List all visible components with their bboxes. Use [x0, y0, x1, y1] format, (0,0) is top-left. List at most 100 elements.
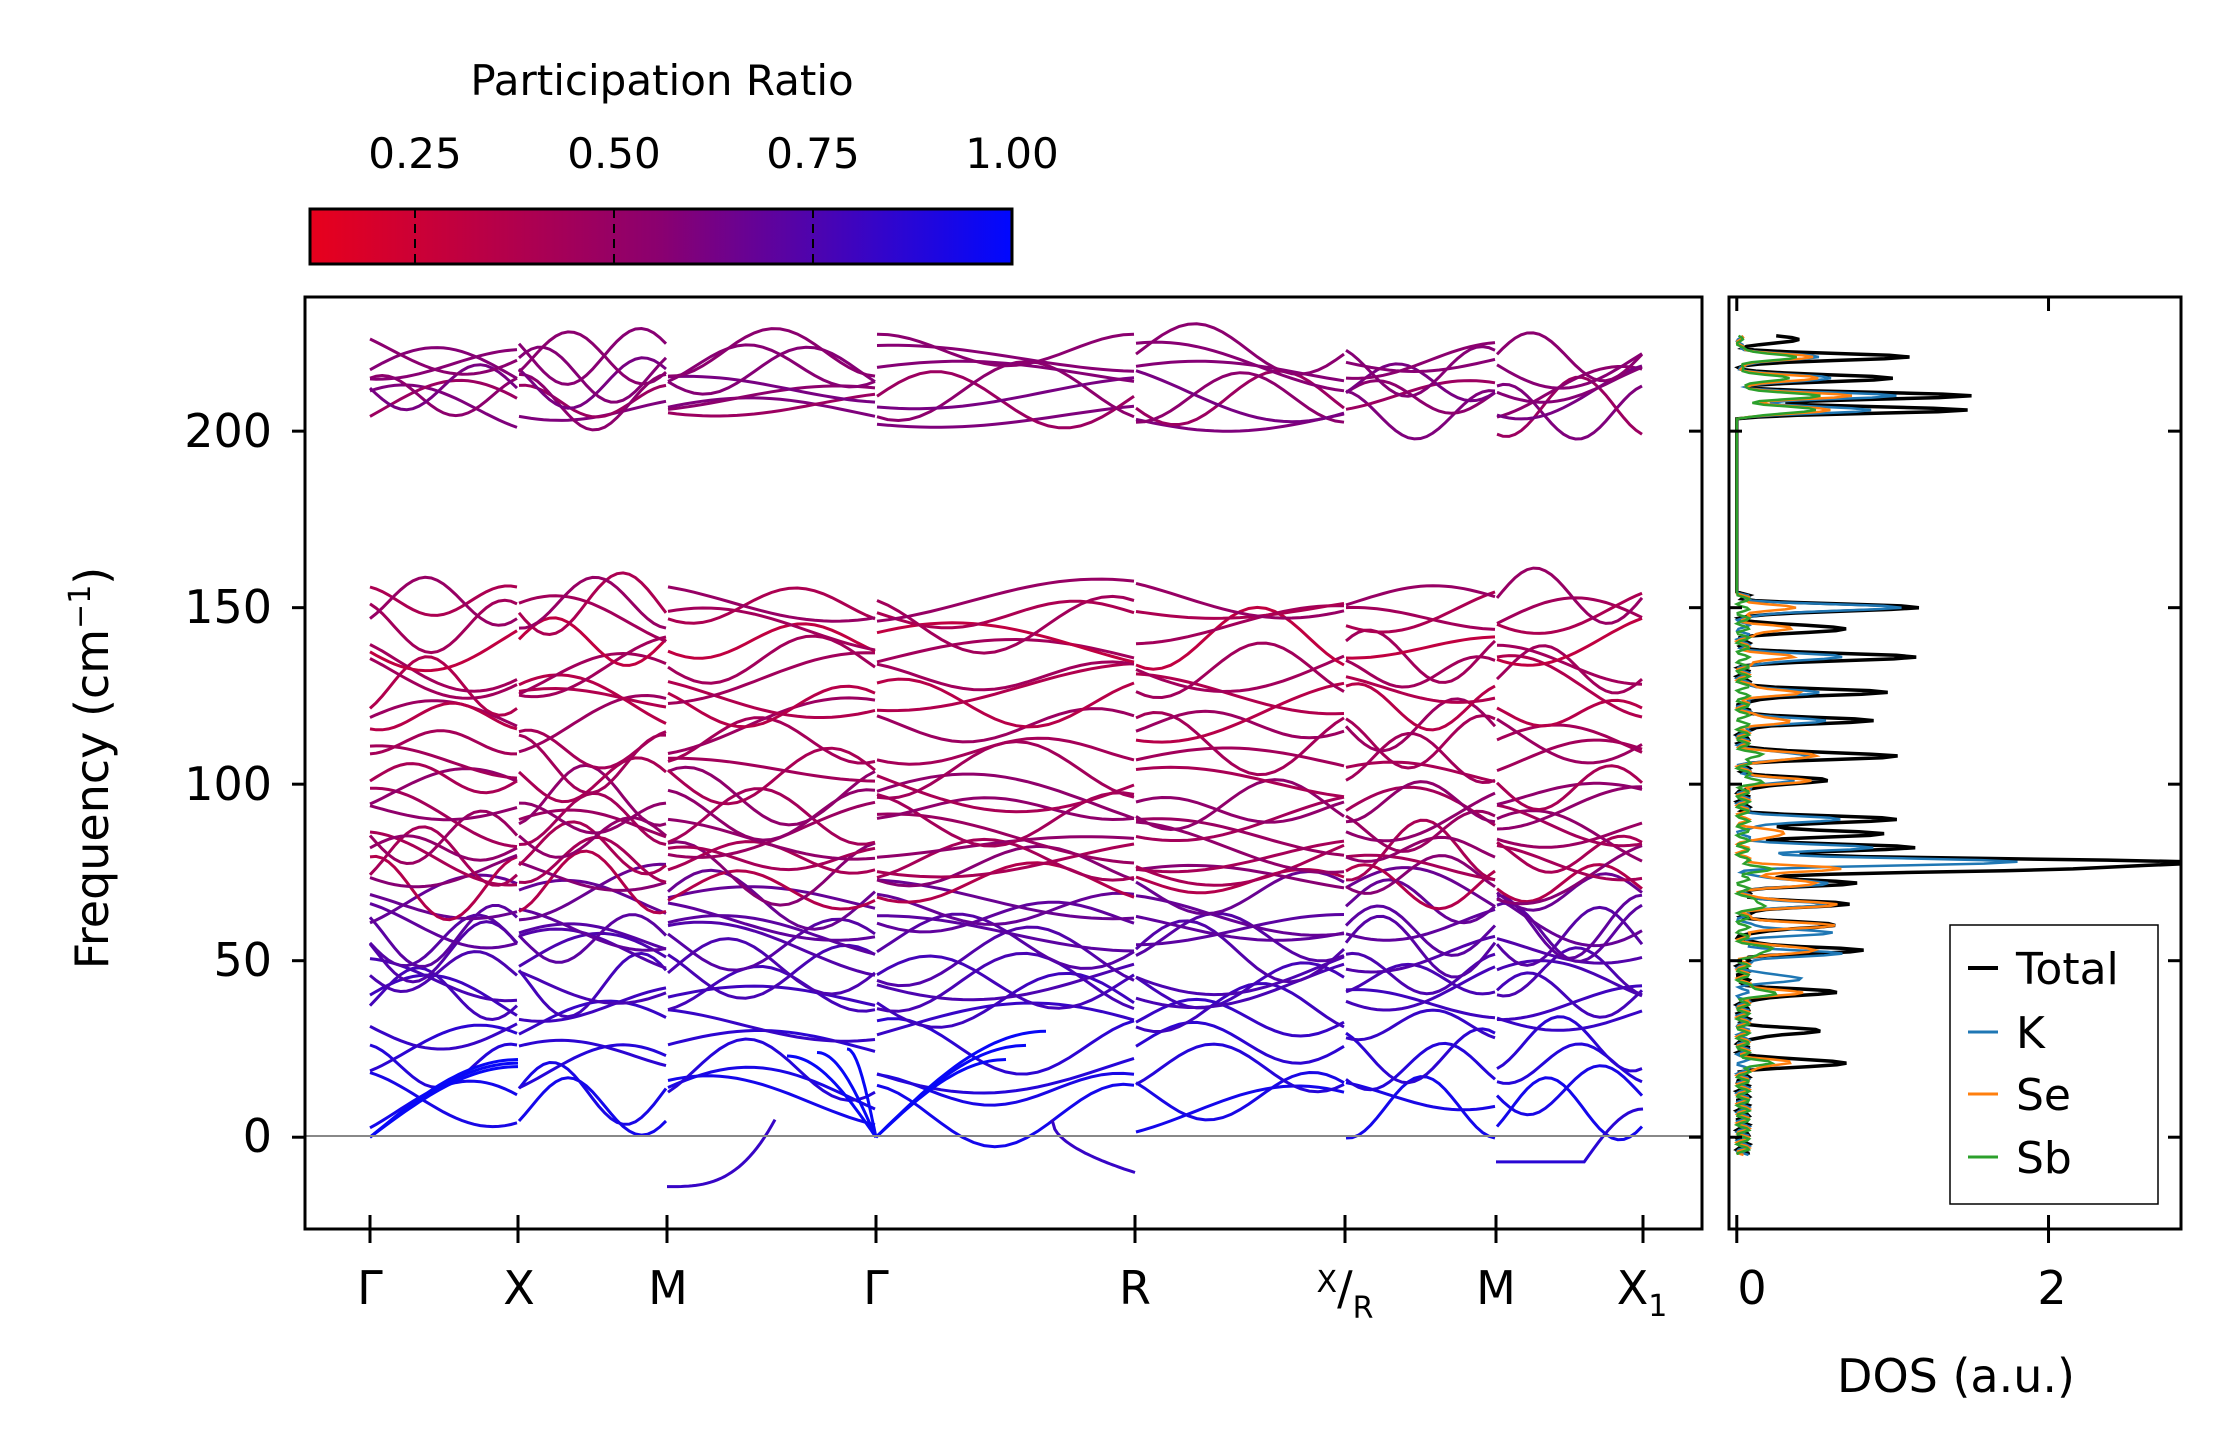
band-line-88 [667, 1037, 876, 1103]
band-line-8 [369, 950, 518, 994]
band-line-102 [667, 840, 876, 907]
y-tick-label-150: 150 [184, 580, 272, 634]
band-line-80 [518, 383, 667, 419]
band-x-ticks [368, 1215, 1645, 1243]
band-line-227 [1345, 908, 1496, 942]
band-line-90 [667, 1008, 876, 1043]
band-line-288 [1495, 644, 1643, 695]
band-line-110 [667, 746, 876, 806]
band-line-194 [1135, 795, 1345, 824]
band-line-232 [1345, 853, 1496, 882]
dos-plot-frame [1727, 295, 2183, 1231]
band-line-160 [876, 637, 1135, 664]
band-line-109 [667, 765, 876, 827]
soft-mode-gamma-r [1050, 1119, 1136, 1174]
band-line-247 [1345, 635, 1496, 660]
band-line-237 [1345, 791, 1496, 843]
band-line-253 [1345, 379, 1496, 415]
band-line-47 [518, 999, 667, 1036]
band-line-180 [1135, 955, 1345, 997]
band-line-263 [1496, 984, 1643, 1022]
band-line-70 [518, 693, 667, 754]
band-line-92 [667, 964, 876, 1013]
band-line-75 [517, 616, 668, 667]
band-line-169 [876, 359, 1135, 383]
band-line-240 [1345, 731, 1496, 785]
x-tick-label-x1: X1 [1617, 1261, 1668, 1324]
band-line-129 [876, 1082, 1135, 1149]
band-line-153 [876, 774, 1135, 814]
band-line-230 [1345, 863, 1496, 911]
band-line-207 [1135, 581, 1345, 620]
band-line-44 [517, 1060, 668, 1126]
band-line-164 [876, 577, 1135, 623]
band-line-242 [1344, 697, 1497, 753]
band-line-298 [1496, 365, 1643, 404]
acoustic-gamma-r-0 [874, 1058, 1007, 1139]
band-line-173 [1135, 1070, 1345, 1122]
band-line-280 [1496, 785, 1643, 831]
band-line-61 [517, 820, 667, 876]
colorbar-tick-label-050: 0.50 [567, 129, 661, 178]
band-line-259 [1495, 1064, 1644, 1117]
x-tick-label-m-1: M [648, 1261, 688, 1315]
band-line-166 [876, 370, 1135, 430]
band-line-234 [1345, 835, 1496, 863]
band-line-108 [667, 788, 876, 842]
band-line-258 [1495, 1076, 1644, 1142]
band-line-71 [518, 673, 667, 725]
band-plot-frame [303, 295, 1704, 1231]
band-line-192 [1135, 817, 1345, 857]
band-line-285 [1496, 717, 1643, 765]
band-line-125 [667, 374, 876, 404]
band-line-128 [667, 327, 876, 378]
band-structure-panel: Frequency (cm−1) Γ X M Γ R X/R M X1 0 50… [63, 295, 1704, 1326]
band-line-116 [667, 651, 876, 705]
band-line-262 [1496, 1009, 1643, 1032]
band-line-117 [667, 634, 876, 685]
band-line-29 [368, 655, 518, 717]
band-line-281 [1496, 781, 1643, 806]
band-line-218 [1345, 1027, 1496, 1085]
band-line-292 [1496, 591, 1643, 635]
band-line-98 [667, 901, 876, 942]
band-line-23 [369, 767, 518, 806]
dos-panel: 0 2 DOS (a.u.) Total K Se Sb [1727, 295, 2183, 1403]
band-line-223 [1345, 951, 1496, 996]
band-line-107 [667, 787, 876, 846]
band-line-170 [876, 343, 1135, 373]
band-line-58 [518, 849, 667, 915]
band-line-85 [517, 330, 667, 386]
soft-mode-m-gamma [667, 1118, 777, 1189]
band-line-217 [1345, 1041, 1496, 1092]
x-tick-label-gamma-2: Γ [863, 1261, 889, 1315]
legend-label-k: K [2016, 1008, 2046, 1059]
band-line-32 [369, 629, 518, 673]
band-line-148 [876, 835, 1135, 859]
dos-x-tick-label-0: 0 [1737, 1261, 1766, 1315]
band-line-220 [1345, 988, 1496, 1020]
band-line-293 [1495, 566, 1644, 625]
band-line-42 [369, 337, 518, 376]
band-line-53 [518, 922, 667, 951]
band-line-35 [369, 575, 518, 627]
band-line-118 [667, 622, 876, 660]
band-line-43 [517, 1076, 668, 1137]
band-line-272 [1496, 872, 1643, 912]
band-line-115 [667, 680, 876, 719]
band-line-82 [517, 356, 667, 410]
phonon-bands [368, 322, 1644, 1189]
band-line-266 [1496, 946, 1643, 998]
band-line-105 [667, 817, 876, 861]
band-line-121 [667, 585, 876, 623]
band-line-15 [369, 854, 518, 922]
band-y-ticks [292, 429, 1702, 1139]
band-line-210 [1135, 371, 1345, 424]
band-line-268 [1495, 905, 1644, 967]
band-line-196 [1135, 765, 1345, 799]
band-line-270 [1496, 893, 1643, 960]
band-line-198 [1135, 710, 1345, 777]
band-line-165 [876, 404, 1135, 429]
band-line-157 [876, 677, 1135, 729]
band-line-147 [876, 842, 1135, 879]
